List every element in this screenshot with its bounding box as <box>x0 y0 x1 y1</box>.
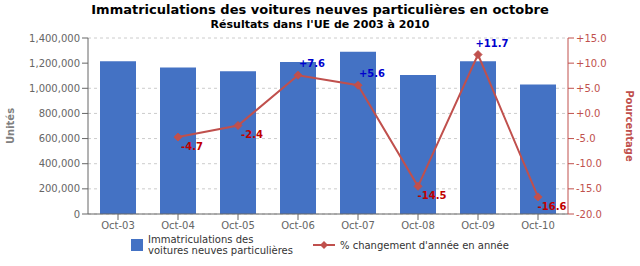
svg-text:200,000: 200,000 <box>39 183 80 194</box>
svg-text:+5.0: +5.0 <box>576 83 600 94</box>
svg-text:Pourcentage: Pourcentage <box>624 90 632 162</box>
svg-text:Oct-05: Oct-05 <box>221 220 255 231</box>
svg-text:-10.0: -10.0 <box>576 158 602 169</box>
svg-text:+11.7: +11.7 <box>475 38 508 49</box>
svg-text:Oct-06: Oct-06 <box>281 220 315 231</box>
svg-text:Unités: Unités <box>8 108 16 144</box>
svg-text:400,000: 400,000 <box>39 158 80 169</box>
html-text:% changement d'année en année: % changement d'année en année <box>340 239 509 251</box>
svg-text:1,200,000: 1,200,000 <box>29 58 80 69</box>
svg-text:+5.6: +5.6 <box>359 68 385 79</box>
svg-text:-5.0: -5.0 <box>576 133 596 144</box>
svg-text:600,000: 600,000 <box>39 133 80 144</box>
svg-text:Oct-10: Oct-10 <box>521 220 555 231</box>
svg-text:Oct-09: Oct-09 <box>461 220 495 231</box>
svg-text:+10.0: +10.0 <box>576 58 607 69</box>
svg-text:-15.0: -15.0 <box>576 183 602 194</box>
svg-text:-20.0: -20.0 <box>576 209 602 220</box>
svg-text:+15.0: +15.0 <box>576 33 607 44</box>
svg-text:+7.6: +7.6 <box>299 58 325 69</box>
svg-text:-16.6: -16.6 <box>538 201 567 212</box>
svg-text:Oct-08: Oct-08 <box>401 220 435 231</box>
html-text:Immatriculations des voitures: Immatriculations des voitures neuves par… <box>148 234 293 256</box>
svg-text:1,400,000: 1,400,000 <box>29 33 80 44</box>
svg-text:+0.0: +0.0 <box>576 108 600 119</box>
svg-text:Oct-03: Oct-03 <box>101 220 135 231</box>
svg-text:Oct-04: Oct-04 <box>161 220 195 231</box>
svg-text:800,000: 800,000 <box>39 108 80 119</box>
svg-text:-4.7: -4.7 <box>181 141 203 152</box>
svg-text:Oct-07: Oct-07 <box>341 220 375 231</box>
svg-text:0: 0 <box>74 209 80 220</box>
svg-text:-2.4: -2.4 <box>241 129 263 140</box>
svg-text:-14.5: -14.5 <box>418 190 447 201</box>
html-text:Résultats dans l'UE de 2003 à: Résultats dans l'UE de 2003 à 2010 <box>210 18 430 31</box>
html-text:Immatriculations des voitures: Immatriculations des voitures neuves par… <box>91 2 549 17</box>
svg-text:1,000,000: 1,000,000 <box>29 83 80 94</box>
